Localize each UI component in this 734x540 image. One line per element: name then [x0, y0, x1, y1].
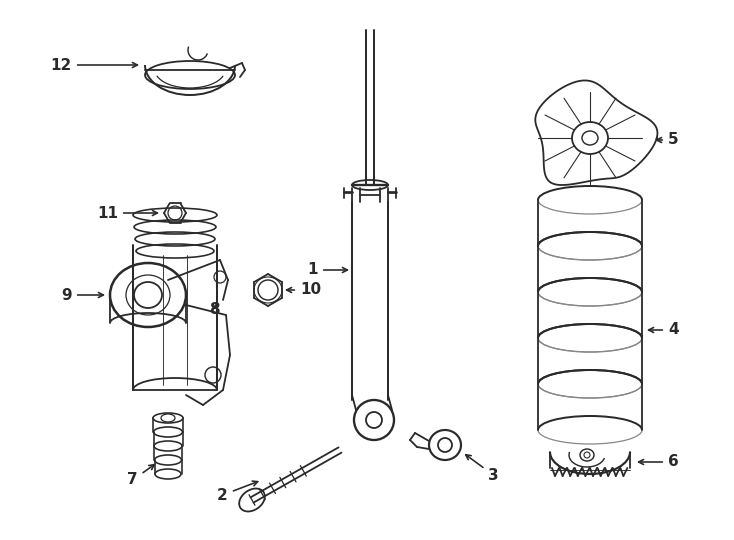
Text: 8: 8: [209, 302, 220, 318]
Text: 11: 11: [97, 206, 157, 220]
Text: 4: 4: [649, 322, 679, 338]
Text: 6: 6: [639, 455, 679, 469]
Text: 5: 5: [657, 132, 679, 147]
Text: 9: 9: [62, 287, 103, 302]
Text: 3: 3: [465, 455, 498, 483]
Text: 12: 12: [51, 57, 137, 72]
Text: 7: 7: [128, 464, 154, 488]
Text: 2: 2: [217, 481, 258, 503]
Text: 1: 1: [308, 262, 347, 278]
Text: 10: 10: [286, 282, 321, 298]
